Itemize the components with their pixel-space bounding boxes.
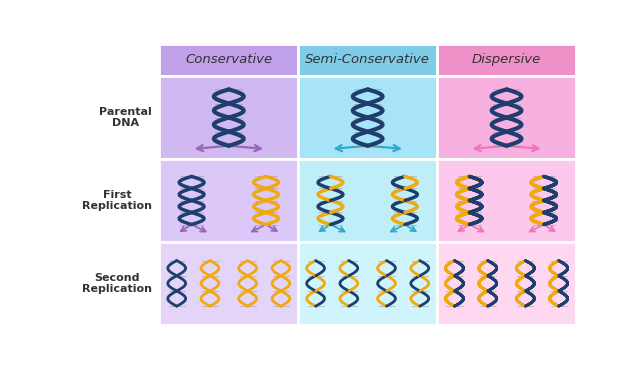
Text: Second
Replication: Second Replication bbox=[82, 273, 152, 294]
Bar bbox=[298, 76, 437, 159]
Text: Dispersive: Dispersive bbox=[472, 53, 541, 66]
Bar bbox=[298, 242, 437, 325]
Bar bbox=[159, 44, 298, 76]
Bar bbox=[437, 76, 576, 159]
Bar bbox=[437, 44, 576, 76]
Bar bbox=[437, 242, 576, 325]
Text: Conservative: Conservative bbox=[185, 53, 273, 66]
Bar bbox=[298, 159, 437, 242]
Bar bbox=[437, 159, 576, 242]
Text: First
Replication: First Replication bbox=[82, 190, 152, 211]
Text: Semi-Conservative: Semi-Conservative bbox=[305, 53, 430, 66]
Bar bbox=[298, 44, 437, 76]
Bar bbox=[159, 242, 298, 325]
Bar bbox=[159, 76, 298, 159]
Text: Parental
DNA: Parental DNA bbox=[99, 107, 152, 128]
Bar bbox=[159, 159, 298, 242]
